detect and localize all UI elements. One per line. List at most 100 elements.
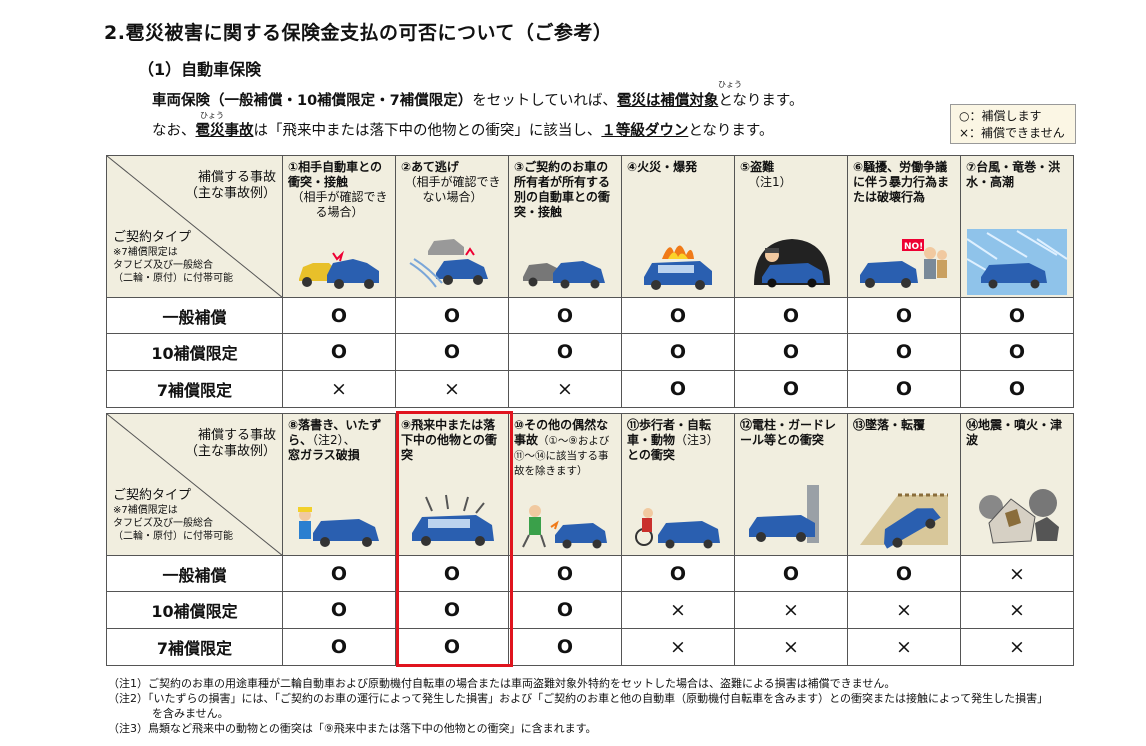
mark-cell: O [282,333,396,371]
footnotes: （注1）ご契約のお車の用途車種が二輪自動車および原動機付自転車の場合または車両盗… [108,676,1048,736]
type-note-2: タフビズ及び一般総合 [113,518,213,529]
mark: O [556,599,574,621]
mark: O [330,304,348,327]
mark-cell: O [282,555,396,592]
type-note-3: （二輪・原付）に付帯可能 [113,273,233,284]
coverage-table-2: 補償する事故 （主な事故例） ご契約タイプ ※7補償限定は タフビズ及び一般総合… [106,413,1074,666]
mark: × [783,599,799,621]
ruby-hyou-2: ひょう [200,111,224,120]
mark-cell: O [960,333,1074,371]
legend-yes: ○：補償します [959,109,1042,123]
riot-icon: NO! [860,239,947,288]
pedestrian-collision-icon [635,508,720,549]
table2-corner-cell: 補償する事故 （主な事故例） ご契約タイプ ※7補償限定は タフビズ及び一般総合… [106,413,283,556]
cat-11: ⑪歩行者・自転車・動物（注3）との衝突 [621,413,735,556]
mark: O [330,562,348,585]
legend-box: ○：補償します ×：補償できません [950,104,1076,144]
mark: O [443,304,461,327]
mark-cell: O [282,628,396,666]
cat-4: ④火災・爆発 [621,155,735,298]
row-label-7: 7補償限定 [106,370,283,408]
mark-cell: × [960,591,1074,629]
mark: O [669,304,687,327]
cat-title: ⑥騒擾、労働争議に伴う暴力行為または破壊行為 [853,160,950,204]
row-label-7: 7補償限定 [106,628,283,666]
cat-6: ⑥騒擾、労働争議に伴う暴力行為または破壊行為 NO! [847,155,961,298]
mark: × [670,636,686,658]
mark-cell: O [734,333,848,371]
mark-cell: O [508,555,622,592]
mark: O [1008,304,1026,327]
legend-no: ×：補償できません [959,126,1065,140]
cat-sub: （相手が確認できない場合） [404,175,501,204]
type-note-1: ※7補償限定は [113,505,178,516]
mark-cell: O [621,555,735,592]
mark: O [782,562,800,585]
mark: O [443,562,461,585]
mark-cell: O [621,297,735,334]
mark: × [557,378,573,400]
mark-cell: O [621,333,735,371]
mark: O [895,341,913,363]
cat-title: ②あて逃げ [401,160,459,174]
mark: × [331,378,347,400]
table1-corner-cell: 補償する事故 （主な事故例） ご契約タイプ ※7補償限定は タフビズ及び一般総合… [106,155,283,298]
mark: O [782,341,800,363]
cat-title: ⑨飛来中または落下中の他物との衝突 [401,418,497,462]
intro-text-a: をセットしていれば、 [472,93,617,109]
mark-cell: O [847,333,961,371]
cat-8: ⑧落書き、いたずら、（注2）、 窓ガラス破損 [282,413,396,556]
mark: × [896,599,912,621]
mark: O [895,378,913,400]
mark: O [330,636,348,658]
mark: O [556,562,574,585]
cat-3: ③ご契約のお車の所有者が所有する別の自動車との衝突・接触 [508,155,622,298]
intro-line-2: なお、雹災事故は「飛来中または落下中の他物との衝突」に該当し、１等級ダウンとなり… [152,119,773,140]
mark-cell: × [621,591,735,629]
diagonal-line [107,414,282,555]
intro-hail-accident: 雹災事故 [195,123,254,139]
mark: O [782,378,800,400]
mark: O [782,304,800,327]
mark-cell: O [508,333,622,371]
rollover-icon [860,493,948,549]
own-car-collision-icon [523,261,605,289]
cat-title: ⑫電柱・ガードレール等との衝突 [740,418,837,447]
cat-1: ①相手自動車との衝突・接触 （相手が確認できる場合） [282,155,396,298]
table2-row-7: 7補償限定 O O O × × × × [106,628,1074,666]
intro-text-d: は「飛来中または落下中の他物との衝突」に該当し、 [253,123,602,139]
intro-grade-down: １等級ダウン [601,123,689,139]
table2-row-10: 10補償限定 O O O × × × × [106,591,1074,629]
intro-line-1: 車両保険（一般補償・10補償限定・7補償限定）をセットしていれば、雹災は補償対象… [152,89,803,110]
row-label-10: 10補償限定 [106,591,283,629]
mark: × [1009,599,1025,621]
mark: O [443,636,461,658]
cat-sub: （注2）、 [312,433,356,447]
mark-cell: O [734,297,848,334]
mark: O [669,378,687,400]
mark-cell: O [847,370,961,408]
cat-title: ⑪歩行者・自転車・動物 [627,418,712,447]
other-accident-icon [522,505,607,549]
mark: O [895,562,913,585]
mark: × [670,599,686,621]
page-title: 2.雹災被害に関する保険金支払の可否について（ご参考） [104,22,613,44]
note-2: （注2）「いたずらの損害」には、「ご契約のお車の運行によって発生した損害」および… [108,692,1049,705]
cat-title: ⑧落書き、いたずら、 [288,418,382,447]
mark: × [896,636,912,658]
type-note-3: （二輪・原付）に付帯可能 [113,531,233,542]
mark: O [330,341,348,363]
mark-cell: O [508,297,622,334]
cat-title: ⑩その他の偶然な事故 [514,418,609,447]
car-collision-icon [299,250,379,289]
cat-12: ⑫電柱・ガードレール等との衝突 [734,413,848,556]
type-note-2: タフビズ及び一般総合 [113,260,213,271]
mark-cell: O [282,591,396,629]
mark-cell: O [734,370,848,408]
type-note-1: ※7補償限定は [113,247,178,258]
intro-text-b: となります。 [718,93,804,109]
mark-cell: × [847,628,961,666]
intro-text-e: となります。 [688,123,774,139]
mark: O [443,341,461,363]
cat-title: ③ご契約のお車の所有者が所有する別の自動車との衝突・接触 [514,160,611,219]
